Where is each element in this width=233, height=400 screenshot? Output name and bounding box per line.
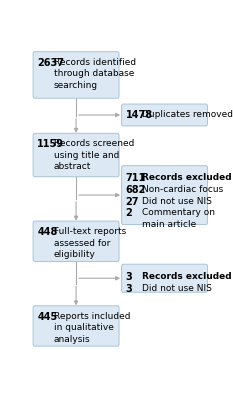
FancyBboxPatch shape xyxy=(33,221,119,262)
Text: Records identified
through database
searching: Records identified through database sear… xyxy=(54,58,136,90)
Text: 2: 2 xyxy=(126,208,133,218)
Text: 711: 711 xyxy=(126,173,146,183)
Text: 1478: 1478 xyxy=(126,110,153,120)
Text: 2637: 2637 xyxy=(37,58,64,68)
FancyBboxPatch shape xyxy=(122,166,208,224)
Text: 3: 3 xyxy=(126,284,133,294)
Text: Records excluded: Records excluded xyxy=(142,272,232,281)
Text: Commentary on
main article: Commentary on main article xyxy=(142,208,215,228)
FancyBboxPatch shape xyxy=(122,264,208,292)
Text: Did not use NIS: Did not use NIS xyxy=(142,197,212,206)
FancyBboxPatch shape xyxy=(33,52,119,98)
FancyBboxPatch shape xyxy=(33,133,119,177)
Text: 682: 682 xyxy=(126,185,146,195)
Text: Full-text reports
assessed for
eligibility: Full-text reports assessed for eligibili… xyxy=(54,227,126,259)
Text: Records excluded: Records excluded xyxy=(142,173,232,182)
FancyBboxPatch shape xyxy=(33,306,119,346)
Text: 27: 27 xyxy=(126,197,139,207)
Text: 1159: 1159 xyxy=(37,140,64,150)
Text: Non-cardiac focus: Non-cardiac focus xyxy=(142,185,223,194)
Text: Reports included
in qualitative
analysis: Reports included in qualitative analysis xyxy=(54,312,130,344)
FancyBboxPatch shape xyxy=(122,104,208,126)
Text: 445: 445 xyxy=(37,312,58,322)
Text: 448: 448 xyxy=(37,227,58,237)
Text: 3: 3 xyxy=(126,272,133,282)
Text: Did not use NIS: Did not use NIS xyxy=(142,284,212,293)
Text: Records screened
using title and
abstract: Records screened using title and abstrac… xyxy=(54,140,134,171)
Text: Duplicates removed: Duplicates removed xyxy=(142,110,233,120)
